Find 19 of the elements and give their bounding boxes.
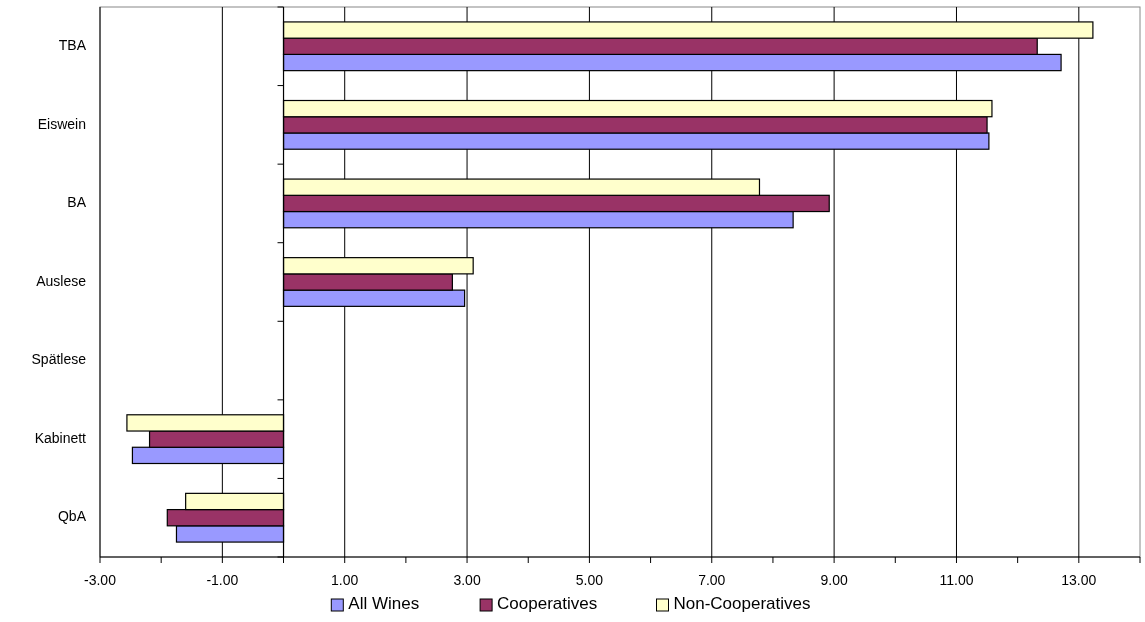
x-tick-label: 11.00 — [939, 572, 974, 588]
x-tick-label: 7.00 — [698, 572, 726, 588]
x-tick-label: 3.00 — [453, 572, 481, 588]
x-tick-label: -1.00 — [206, 572, 239, 588]
x-tick-label: 9.00 — [820, 572, 848, 588]
y-tick-label: Kabinett — [34, 429, 87, 446]
y-tick-label: Spätlese — [31, 351, 87, 368]
x-tick-label: 13.00 — [1061, 572, 1097, 588]
y-tick-label: Eiswein — [37, 115, 86, 132]
y-tick-label: BA — [67, 194, 87, 211]
x-tick-label: -3.00 — [84, 572, 117, 588]
legend-label: All Wines — [348, 594, 420, 614]
x-tick-label: 1.00 — [331, 572, 359, 588]
y-tick-label: TBA — [58, 36, 87, 53]
y-tick-label: QbA — [57, 508, 87, 525]
legend-label: Cooperatives — [497, 594, 598, 614]
y-tick-label: Auslese — [36, 272, 87, 289]
legend-label: Non-Cooperatives — [673, 594, 811, 614]
x-tick-label: 5.00 — [575, 572, 604, 588]
